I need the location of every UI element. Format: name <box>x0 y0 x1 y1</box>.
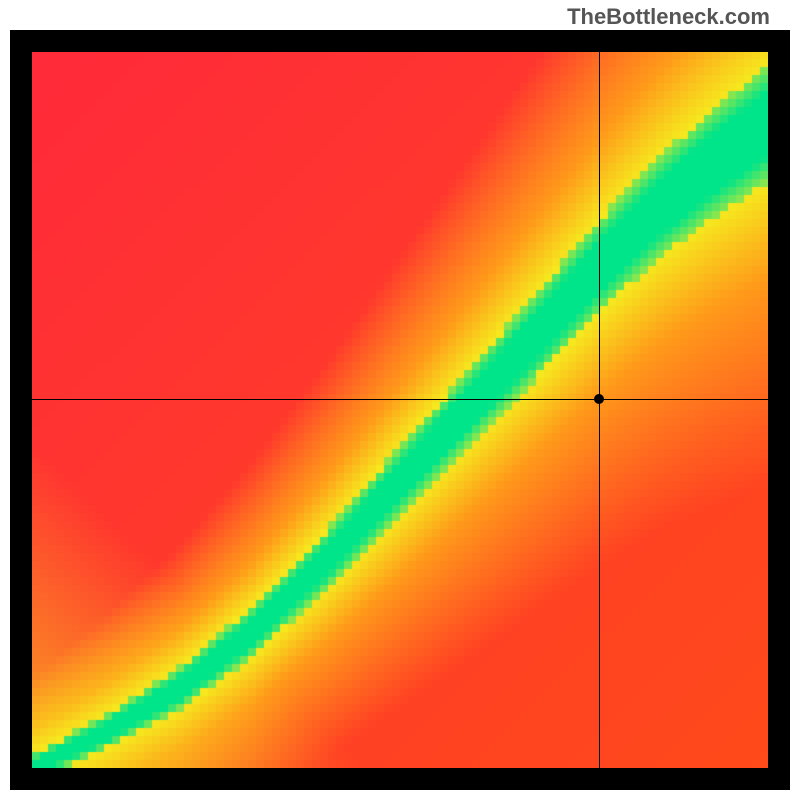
outer-frame <box>10 30 790 790</box>
watermark-text: TheBottleneck.com <box>567 4 770 30</box>
plot-area <box>32 52 768 768</box>
figure-container: TheBottleneck.com <box>0 0 800 800</box>
crosshair-marker <box>594 394 604 404</box>
heatmap-canvas <box>32 52 768 768</box>
crosshair-horizontal <box>32 399 768 400</box>
crosshair-vertical <box>599 52 600 768</box>
